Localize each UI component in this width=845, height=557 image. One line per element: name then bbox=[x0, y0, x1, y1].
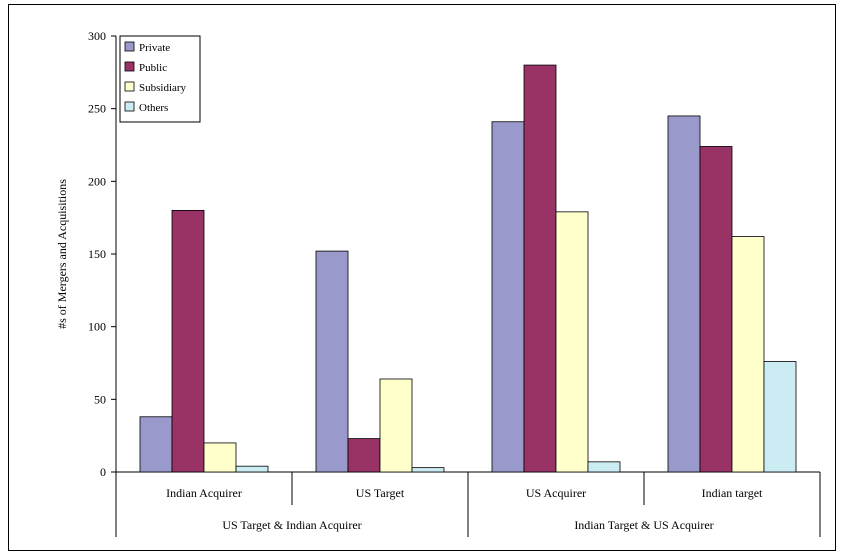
bar-public-us-acquirer bbox=[523, 64, 557, 473]
bar-subsidiary-indian-target bbox=[731, 236, 765, 473]
legend-label-private: Private bbox=[139, 42, 170, 54]
y-tick-label: 250 bbox=[88, 102, 106, 116]
bar-public-indian-acquirer bbox=[171, 209, 205, 473]
bar-others-indian-target bbox=[763, 361, 797, 473]
legend-swatch-public bbox=[124, 61, 135, 72]
bar-subsidiary-us-acquirer bbox=[555, 211, 589, 473]
x-category-label: US Target bbox=[356, 486, 405, 500]
y-axis-title: #s of Mergers and Acquisitions bbox=[55, 179, 69, 329]
bar-private-us-target bbox=[315, 250, 349, 473]
legend-swatch-others bbox=[124, 101, 135, 112]
x-group-label: US Target & Indian Acquirer bbox=[222, 518, 361, 532]
legend-label-subsidiary: Subsidiary bbox=[139, 82, 187, 94]
bar-public-us-target bbox=[347, 438, 381, 473]
legend-swatch-subsidiary bbox=[124, 81, 135, 92]
y-tick-label: 0 bbox=[100, 465, 106, 479]
x-category-label: Indian target bbox=[702, 486, 763, 500]
y-tick-label: 50 bbox=[94, 392, 106, 406]
y-tick-label: 200 bbox=[88, 174, 106, 188]
bar-others-indian-acquirer bbox=[235, 465, 269, 473]
y-tick-label: 100 bbox=[88, 320, 106, 334]
bar-others-us-target bbox=[411, 467, 445, 473]
bar-public-indian-target bbox=[699, 146, 733, 473]
legend-swatch-private bbox=[124, 41, 135, 52]
bar-private-indian-acquirer bbox=[139, 416, 173, 473]
bar-private-indian-target bbox=[667, 115, 701, 473]
bar-private-us-acquirer bbox=[491, 121, 525, 473]
x-group-label: Indian Target & US Acquirer bbox=[574, 518, 713, 532]
legend-label-others: Others bbox=[139, 102, 168, 114]
y-tick-label: 300 bbox=[88, 29, 106, 43]
bar-subsidiary-indian-acquirer bbox=[203, 442, 237, 473]
bar-subsidiary-us-target bbox=[379, 378, 413, 473]
bar-others-us-acquirer bbox=[587, 461, 621, 473]
chart-frame bbox=[8, 4, 836, 551]
x-category-label: Indian Acquirer bbox=[166, 486, 242, 500]
y-tick-label: 150 bbox=[88, 247, 106, 261]
x-category-label: US Acquirer bbox=[526, 486, 586, 500]
legend-label-public: Public bbox=[139, 62, 167, 74]
